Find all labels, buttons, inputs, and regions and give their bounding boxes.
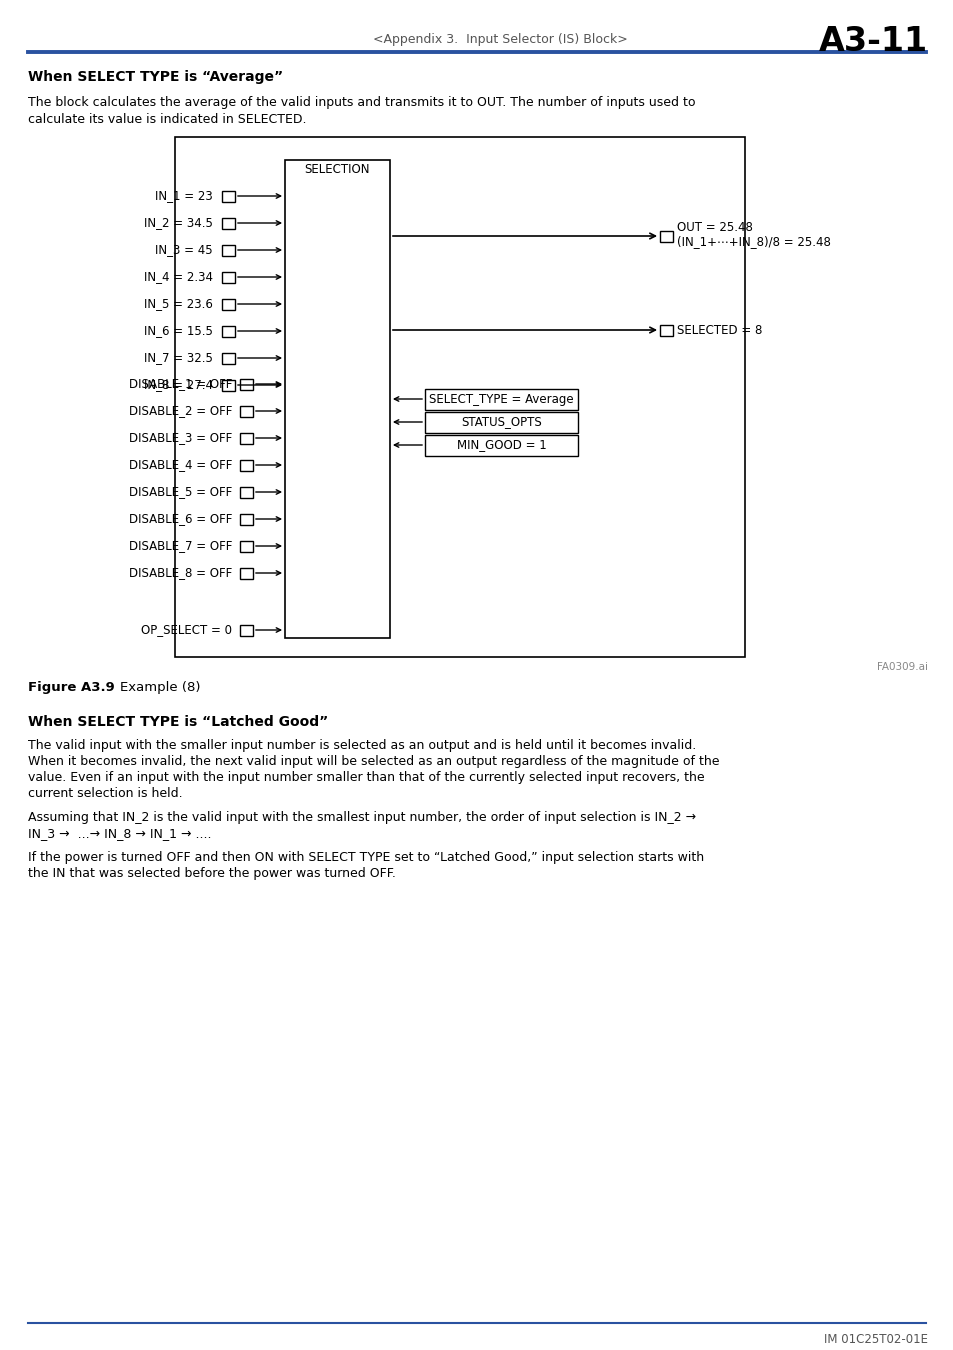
Bar [240,540,253,552]
Bar [174,136,744,657]
Text: SELECTED = 8: SELECTED = 8 [677,324,761,336]
Text: IN_4 = 2.34: IN_4 = 2.34 [144,270,213,284]
Bar [659,324,672,336]
Bar [424,412,578,432]
Text: Assuming that IN_2 is the valid input with the smallest input number, the order : Assuming that IN_2 is the valid input wi… [28,811,696,824]
Text: IN_2 = 34.5: IN_2 = 34.5 [144,216,213,230]
Text: SELECT_TYPE = Average: SELECT_TYPE = Average [429,393,573,405]
Text: current selection is held.: current selection is held. [28,787,182,801]
Text: DISABLE_3 = OFF: DISABLE_3 = OFF [129,432,232,444]
Text: IN_6 = 15.5: IN_6 = 15.5 [144,324,213,338]
Text: OUT = 25.48: OUT = 25.48 [677,221,752,234]
Bar [240,432,253,444]
Text: FA0309.ai: FA0309.ai [876,662,927,672]
Text: IN_8 = 27.4: IN_8 = 27.4 [144,378,213,392]
Text: Example (8): Example (8) [103,680,200,694]
Bar [222,298,234,309]
Text: IN_3 = 45: IN_3 = 45 [155,243,213,256]
Bar [222,271,234,282]
Bar [222,379,234,390]
Text: DISABLE_6 = OFF: DISABLE_6 = OFF [129,513,232,525]
Text: DISABLE_1 = OFF: DISABLE_1 = OFF [129,378,232,390]
Text: The block calculates the average of the valid inputs and transmits it to OUT. Th: The block calculates the average of the … [28,96,695,109]
Text: DISABLE_4 = OFF: DISABLE_4 = OFF [129,459,232,471]
Text: IN_7 = 32.5: IN_7 = 32.5 [144,351,213,364]
Bar [222,325,234,336]
Text: DISABLE_7 = OFF: DISABLE_7 = OFF [129,540,232,552]
Text: The valid input with the smaller input number is selected as an output and is he: The valid input with the smaller input n… [28,738,696,752]
Text: When SELECT TYPE is “Latched Good”: When SELECT TYPE is “Latched Good” [28,716,328,729]
Text: SELECTION: SELECTION [304,163,370,176]
Text: the IN that was selected before the power was turned OFF.: the IN that was selected before the powe… [28,867,395,880]
Text: <Appendix 3.  Input Selector (IS) Block>: <Appendix 3. Input Selector (IS) Block> [373,32,627,46]
Text: When it becomes invalid, the next valid input will be selected as an output rega: When it becomes invalid, the next valid … [28,755,719,768]
Bar [424,389,578,409]
Text: value. Even if an input with the input number smaller than that of the currently: value. Even if an input with the input n… [28,771,704,784]
Text: calculate its value is indicated in SELECTED.: calculate its value is indicated in SELE… [28,113,306,126]
Text: IN_1 = 23: IN_1 = 23 [155,189,213,202]
Text: MIN_GOOD = 1: MIN_GOOD = 1 [456,439,546,451]
Text: If the power is turned OFF and then ON with SELECT TYPE set to “Latched Good,” i: If the power is turned OFF and then ON w… [28,850,703,864]
Text: DISABLE_5 = OFF: DISABLE_5 = OFF [129,486,232,498]
Text: (IN_1+⋯+IN_8)/8 = 25.48: (IN_1+⋯+IN_8)/8 = 25.48 [677,235,830,248]
Bar [240,486,253,498]
Bar [240,625,253,636]
Text: STATUS_OPTS: STATUS_OPTS [460,416,541,428]
Bar [240,567,253,579]
Bar [240,513,253,525]
Bar [659,231,672,242]
Text: IM 01C25T02-01E: IM 01C25T02-01E [823,1332,927,1346]
Text: OP_SELECT = 0: OP_SELECT = 0 [141,624,232,636]
Bar [424,435,578,455]
Bar [222,244,234,255]
Text: DISABLE_8 = OFF: DISABLE_8 = OFF [129,567,232,579]
Bar [285,161,390,639]
Bar [240,405,253,417]
Text: IN_5 = 23.6: IN_5 = 23.6 [144,297,213,310]
Text: DISABLE_2 = OFF: DISABLE_2 = OFF [129,405,232,417]
Bar [222,352,234,363]
Text: Figure A3.9: Figure A3.9 [28,680,114,694]
Bar [240,459,253,471]
Bar [222,190,234,201]
Bar [240,378,253,390]
Text: When SELECT TYPE is “Average”: When SELECT TYPE is “Average” [28,70,283,84]
Text: IN_3 →  ...→ IN_8 → IN_1 → ....: IN_3 → ...→ IN_8 → IN_1 → .... [28,828,212,840]
Text: A3-11: A3-11 [818,26,927,58]
Bar [222,217,234,228]
